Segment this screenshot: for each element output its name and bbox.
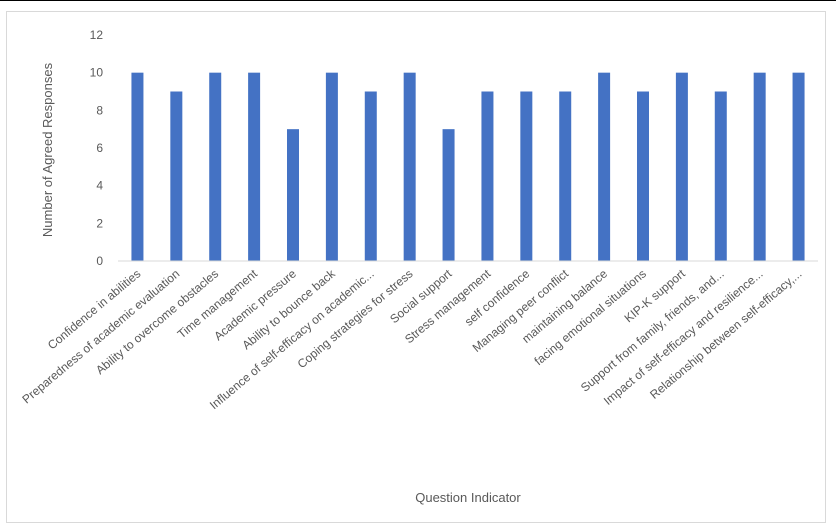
y-axis-label: Number of Agreed Responses [40, 62, 55, 237]
bar [753, 72, 766, 262]
bar [714, 91, 727, 261]
bar [287, 129, 299, 261]
y-axis-ticks: 0 2 4 6 8 10 12 [90, 28, 104, 268]
bar [637, 91, 649, 261]
bar [559, 91, 572, 261]
bar [248, 72, 261, 262]
x-tick-label: Support from family, friends, and... [578, 267, 727, 395]
bar [131, 72, 144, 262]
bar [481, 91, 494, 261]
y-tick-label: 0 [96, 254, 103, 268]
bar [675, 72, 688, 262]
y-tick-label: 2 [96, 216, 103, 230]
y-tick-label: 10 [90, 66, 104, 80]
bar [170, 91, 183, 261]
bar [325, 72, 338, 262]
bar [442, 129, 455, 261]
y-tick-label: 6 [96, 141, 103, 155]
y-tick-label: 8 [96, 103, 103, 117]
bar [520, 91, 533, 261]
bar [792, 72, 805, 262]
y-tick-label: 12 [90, 28, 104, 42]
bar [598, 72, 611, 262]
bar [364, 91, 377, 261]
y-tick-label: 4 [96, 179, 103, 193]
chart-border [6, 11, 826, 523]
bar [403, 72, 416, 262]
x-tick-label: Preparedness of academic evaluation [19, 267, 182, 407]
x-axis-label: Question Indicator [415, 490, 521, 505]
top-divider [0, 0, 836, 1]
bars [131, 72, 805, 262]
bar [209, 72, 222, 262]
